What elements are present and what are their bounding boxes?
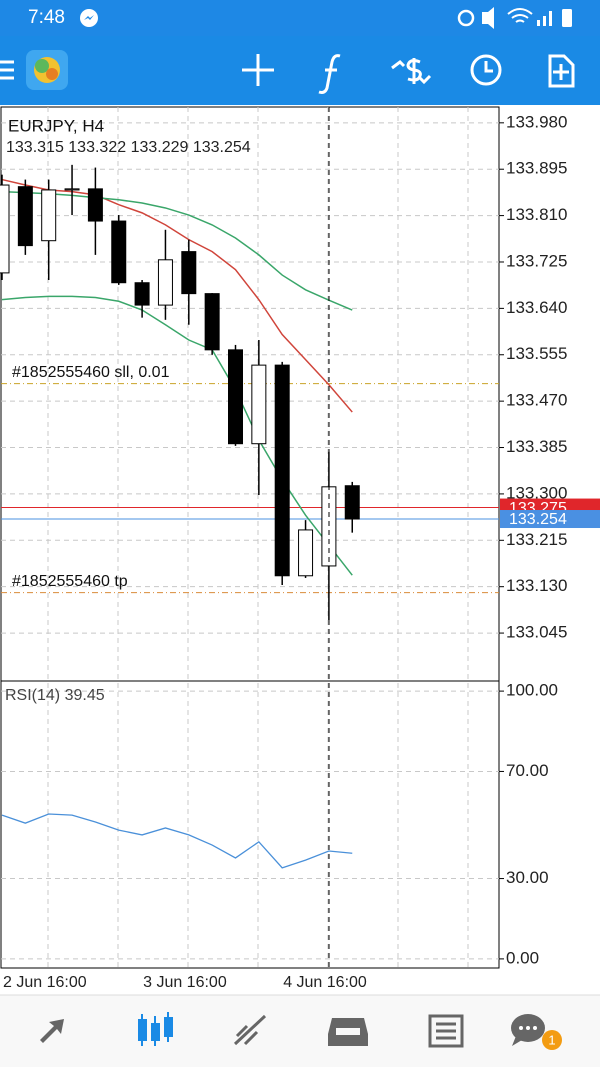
quotes-tab[interactable] bbox=[40, 1019, 64, 1043]
badge bbox=[542, 1030, 562, 1050]
candle-body bbox=[157, 259, 173, 306]
history-button[interactable] bbox=[470, 54, 502, 86]
x-tick-label: 2 Jun 16:00 bbox=[3, 974, 87, 991]
y-tick-label: 100.00 bbox=[506, 681, 558, 700]
plot: 133.980 133.895 133.810 133.725 133.640 133.5… bbox=[0, 112, 600, 991]
price-tag bbox=[500, 510, 600, 529]
y-tick-label: 133.810 bbox=[506, 205, 567, 224]
menu-button[interactable] bbox=[0, 60, 14, 80]
candle-body bbox=[0, 184, 10, 274]
candle-body bbox=[274, 364, 290, 577]
x-tick-label: 4 Jun 16:00 bbox=[283, 974, 367, 991]
candle-body bbox=[228, 349, 243, 445]
y-tick-label: 30.00 bbox=[506, 868, 549, 887]
y-tick-label: 133.130 bbox=[506, 576, 567, 595]
chart-frame bbox=[0, 106, 500, 969]
candle-body bbox=[64, 188, 80, 191]
indicators-button[interactable] bbox=[318, 54, 341, 94]
price-tag-label: 133.254 bbox=[509, 511, 567, 528]
candle-body bbox=[41, 189, 57, 242]
y-tick-label: 133.385 bbox=[506, 437, 567, 456]
messenger-icon bbox=[80, 9, 98, 27]
y-tick-label: 133.045 bbox=[506, 623, 567, 642]
status-time: 7:48 bbox=[28, 7, 65, 28]
y-tick-label: 0.00 bbox=[506, 948, 539, 967]
y-tick-label: 133.895 bbox=[506, 159, 567, 178]
history-tab[interactable] bbox=[328, 1018, 368, 1046]
status-bar bbox=[0, 0, 600, 36]
toolbar bbox=[0, 36, 600, 105]
order-label: #1852555460 sll, 0.01 bbox=[12, 364, 170, 381]
x-tick-label: 3 Jun 16:00 bbox=[143, 974, 227, 991]
bottom-nav bbox=[0, 995, 600, 1067]
new-order-button[interactable] bbox=[548, 54, 575, 88]
crosshair-button[interactable] bbox=[242, 54, 274, 86]
candle-body bbox=[344, 485, 360, 520]
rsi-title: RSI(14) 39.45 bbox=[5, 687, 105, 704]
rsi-line bbox=[1, 813, 353, 869]
trade-tab[interactable] bbox=[233, 1014, 267, 1046]
candle-body bbox=[251, 364, 267, 445]
y-tick-label: 133.980 bbox=[506, 112, 567, 131]
y-tick-label: 133.725 bbox=[506, 251, 567, 270]
y-tick-label: 133.215 bbox=[506, 530, 567, 549]
chart-subtitle: 133.315 133.322 133.229 133.254 bbox=[6, 139, 251, 156]
candle-body bbox=[111, 220, 127, 284]
candle-body bbox=[204, 293, 220, 351]
y-tick-label: 133.640 bbox=[506, 298, 567, 317]
chart-tab[interactable] bbox=[138, 1012, 173, 1046]
indicator-line bbox=[1, 190, 353, 311]
y-tick-label: 70.00 bbox=[506, 761, 549, 780]
status-icons bbox=[457, 7, 572, 29]
y-tick-label: 133.555 bbox=[506, 344, 567, 363]
candle-body bbox=[87, 188, 103, 222]
indicator-line bbox=[1, 295, 353, 576]
messages-tab[interactable] bbox=[511, 1014, 545, 1046]
app-logo[interactable] bbox=[26, 50, 68, 90]
chart-title: EURJPY, H4 bbox=[8, 116, 104, 135]
candle-body bbox=[17, 186, 33, 247]
candle-body bbox=[134, 282, 150, 306]
y-tick-label: 133.470 bbox=[506, 391, 567, 410]
badge-count: 1 bbox=[548, 1032, 555, 1047]
news-tab[interactable] bbox=[428, 1014, 464, 1048]
trade-button[interactable] bbox=[391, 58, 432, 85]
candle-body bbox=[298, 529, 314, 577]
indicator-line bbox=[1, 178, 353, 413]
y-tick-label: 133.300 bbox=[506, 483, 567, 502]
candle-body bbox=[181, 251, 197, 295]
order-label: #1852555460 tp bbox=[12, 573, 128, 590]
